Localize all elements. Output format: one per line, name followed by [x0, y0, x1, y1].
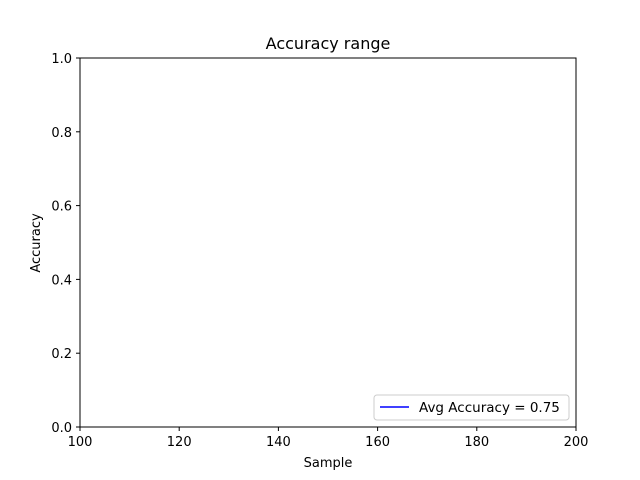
legend: Avg Accuracy = 0.75: [374, 395, 569, 420]
y-tick-label: 0.6: [51, 200, 72, 215]
legend-entry-label: Avg Accuracy = 0.75: [419, 400, 560, 416]
y-tick-label: 0.0: [51, 421, 72, 436]
x-tick-label: 120: [167, 435, 192, 450]
x-tick-label: 100: [68, 435, 93, 450]
y-tick-label: 1.0: [51, 52, 72, 67]
x-tick-label: 140: [266, 435, 291, 450]
plot-area: [80, 58, 576, 427]
y-tick-label: 0.2: [51, 347, 72, 362]
chart-title: Accuracy range: [266, 34, 391, 53]
y-tick-label: 0.4: [51, 273, 72, 288]
x-tick-label: 180: [464, 435, 489, 450]
y-tick-label: 0.8: [51, 126, 72, 141]
x-tick-label: 160: [365, 435, 390, 450]
y-axis-label: Accuracy: [29, 213, 44, 273]
x-axis-label: Sample: [304, 456, 353, 471]
x-tick-label: 200: [564, 435, 589, 450]
